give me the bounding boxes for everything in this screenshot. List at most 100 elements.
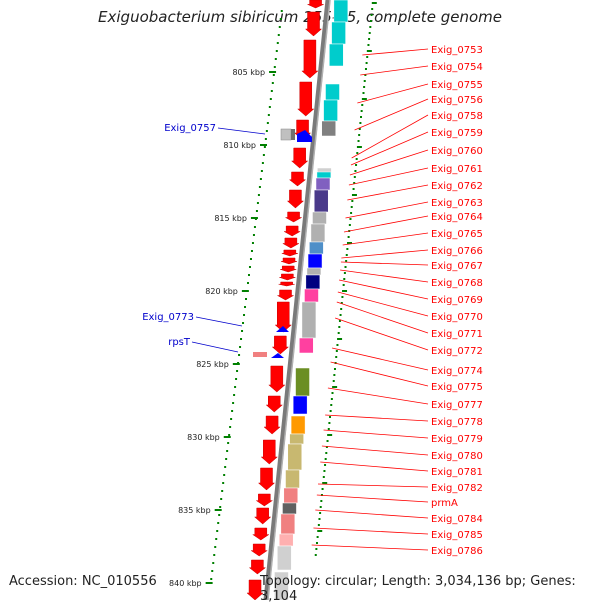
scale-dot bbox=[273, 66, 276, 68]
track-dot bbox=[363, 80, 366, 82]
gene-label[interactable]: Exig_0774 bbox=[431, 366, 483, 377]
gene-label[interactable]: Exig_0753 bbox=[431, 45, 483, 56]
gene-block bbox=[253, 352, 267, 357]
gene-label[interactable]: Exig_0763 bbox=[431, 198, 483, 209]
track-dot bbox=[328, 422, 331, 424]
leader-line bbox=[323, 429, 429, 439]
gene-label[interactable]: Exig_0760 bbox=[431, 146, 483, 157]
gene-label[interactable]: Exig_0771 bbox=[431, 329, 483, 340]
gene-label[interactable]: Exig_0754 bbox=[431, 62, 483, 73]
track-dot bbox=[367, 44, 370, 46]
leader-line bbox=[330, 361, 429, 387]
track-dot bbox=[352, 188, 355, 190]
gene-block bbox=[291, 129, 295, 140]
track-dot bbox=[322, 482, 328, 484]
track-dot bbox=[351, 200, 354, 202]
leader-line bbox=[316, 494, 429, 503]
cog-block bbox=[316, 171, 332, 179]
gene-label[interactable]: Exig_0784 bbox=[431, 514, 483, 525]
gene-label[interactable]: Exig_0778 bbox=[431, 417, 483, 428]
track-dot bbox=[325, 452, 328, 454]
gene-label[interactable]: Exig_0767 bbox=[431, 261, 483, 272]
gene-label[interactable]: Exig_0781 bbox=[431, 467, 483, 478]
track-dot bbox=[318, 518, 321, 520]
leader-line bbox=[349, 149, 429, 176]
scale-label: 840 kbp bbox=[169, 579, 202, 588]
forward-gene-arrow bbox=[257, 467, 276, 491]
gene-label[interactable]: Exig_0758 bbox=[431, 111, 483, 122]
scale-dot bbox=[210, 578, 213, 580]
gene-label[interactable]: Exig_0756 bbox=[431, 95, 483, 106]
scale-dot bbox=[219, 506, 222, 508]
scale-tick bbox=[241, 290, 249, 292]
track-dot bbox=[338, 326, 341, 328]
gene-label[interactable]: Exig_0782 bbox=[431, 483, 483, 494]
track-dot bbox=[345, 260, 348, 262]
cog-block bbox=[289, 433, 304, 445]
scale-ticks: 805 kbp 810 kbp 815 kbp 820 kbp 825 kbp 830 k… bbox=[169, 10, 283, 588]
leader-line bbox=[343, 215, 429, 233]
gene-label[interactable]: Exig_0757 bbox=[164, 123, 216, 134]
gene-label[interactable]: Exig_0768 bbox=[431, 278, 483, 289]
leader-line bbox=[360, 65, 429, 76]
track-dot bbox=[321, 488, 324, 490]
gene-label[interactable]: Exig_0780 bbox=[431, 451, 483, 462]
scale-dot bbox=[232, 402, 235, 404]
track-dot bbox=[324, 464, 327, 466]
gene-label[interactable]: Exig_0764 bbox=[431, 212, 483, 223]
scale-dot bbox=[271, 82, 274, 84]
gene-label[interactable]: Exig_0761 bbox=[431, 164, 483, 175]
track-dot bbox=[338, 320, 341, 322]
track-dot bbox=[363, 86, 366, 88]
scale-dot bbox=[275, 50, 278, 52]
reverse-gene-arrow bbox=[276, 326, 289, 332]
left-gene-labels: Exig_0757 Exig_0773 rpsT bbox=[142, 123, 266, 353]
gene-label[interactable]: Exig_0765 bbox=[431, 229, 483, 240]
forward-gene-arrow bbox=[284, 211, 303, 223]
forward-gene-arrow bbox=[307, 0, 324, 9]
leader-line bbox=[315, 509, 429, 519]
length-text: Length: 3,034,136 bp; bbox=[381, 574, 527, 589]
gene-label[interactable]: Exig_0786 bbox=[431, 546, 483, 557]
gene-label[interactable]: Exig_0775 bbox=[431, 382, 483, 393]
scale-dot bbox=[231, 410, 234, 412]
track-dot bbox=[344, 266, 347, 268]
track-dot bbox=[339, 314, 342, 316]
gene-label[interactable]: Exig_0772 bbox=[431, 346, 483, 357]
gene-label[interactable]: Exig_0766 bbox=[431, 246, 483, 257]
gene-label[interactable]: Exig_0759 bbox=[431, 128, 483, 139]
leader-line bbox=[342, 232, 429, 246]
scale-dot bbox=[226, 450, 229, 452]
gene-label[interactable]: rpsT bbox=[168, 337, 191, 348]
track-dot bbox=[355, 158, 358, 160]
scale-dot bbox=[222, 482, 225, 484]
cog-block bbox=[329, 43, 344, 67]
gene-label[interactable]: Exig_0773 bbox=[142, 312, 194, 323]
scale-dot bbox=[225, 458, 228, 460]
scale-dot bbox=[245, 298, 248, 300]
track-dot bbox=[346, 242, 352, 244]
cog-block bbox=[277, 545, 292, 571]
gene-label[interactable]: Exig_0770 bbox=[431, 312, 483, 323]
track-dot bbox=[330, 404, 333, 406]
forward-gene-arrow bbox=[301, 39, 319, 79]
forward-gene-arrow bbox=[280, 257, 298, 265]
track-dot bbox=[361, 104, 364, 106]
scale-dot bbox=[280, 10, 283, 12]
gene-label[interactable]: Exig_0762 bbox=[431, 181, 483, 192]
track-dot bbox=[317, 530, 323, 532]
track-dot bbox=[360, 110, 363, 112]
gene-label[interactable]: Exig_0769 bbox=[431, 295, 483, 306]
track-dot bbox=[361, 98, 367, 100]
gene-label[interactable]: prmA bbox=[431, 498, 458, 509]
track-dot bbox=[327, 428, 330, 430]
gene-label[interactable]: Exig_0755 bbox=[431, 80, 483, 91]
gene-label[interactable]: Exig_0777 bbox=[431, 400, 483, 411]
gene-label[interactable]: Exig_0785 bbox=[431, 530, 483, 541]
gene-label[interactable]: Exig_0779 bbox=[431, 434, 483, 445]
track-dot bbox=[351, 194, 357, 196]
track-dot bbox=[314, 554, 317, 556]
scale-dot bbox=[214, 546, 217, 548]
reverse-gene-arrow bbox=[297, 130, 312, 142]
right-gene-labels: Exig_0753 Exig_0754 Exig_0755 Exig_0756 Exig… bbox=[311, 45, 483, 557]
